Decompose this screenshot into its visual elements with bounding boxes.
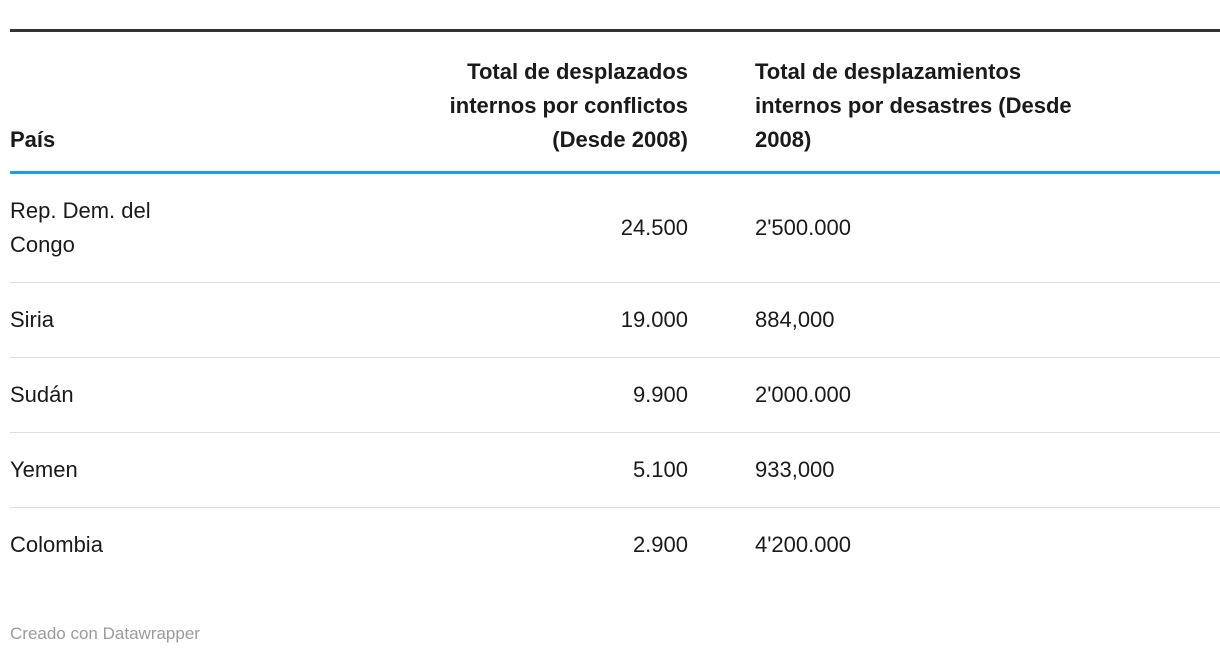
cell-country: Rep. Dem. del Congo <box>10 172 210 283</box>
cell-conflicts: 5.100 <box>210 432 688 508</box>
cell-conflicts: 2.900 <box>632 532 688 557</box>
cell-disasters: 884,000 <box>688 282 1220 358</box>
column-header-country: País <box>10 29 210 174</box>
displacement-table: País Total de desplazados internos por c… <box>10 29 1220 582</box>
cell-disasters: 2'500.000 <box>688 172 1220 283</box>
table-row: Colombia 2.900 4'200.000 <box>10 508 1220 583</box>
table-row: Yemen 5.100 933,000 <box>10 432 1220 508</box>
table-row: Sudán 9.900 2'000.000 <box>10 357 1220 433</box>
table-row: Rep. Dem. del Congo 24.500 2'500.000 <box>10 172 1220 283</box>
cell-disasters: 4'200.000 <box>755 532 851 557</box>
cell-conflicts: 19.000 <box>210 282 688 358</box>
cell-country: Siria <box>10 282 210 358</box>
table-row: Siria 19.000 884,000 <box>10 282 1220 358</box>
column-header-conflict-displacements: Total de desplazados internos por confli… <box>210 29 688 174</box>
cell-country: Sudán <box>10 357 210 433</box>
cell-disasters: 933,000 <box>688 432 1220 508</box>
datawrapper-credit: Creado con Datawrapper <box>10 624 200 643</box>
cell-country: Colombia <box>10 532 103 557</box>
cell-conflicts: 9.900 <box>210 357 688 433</box>
column-header-disaster-displacements: Total de desplazamientos internos por de… <box>688 29 1220 174</box>
cell-conflicts: 24.500 <box>210 172 688 283</box>
cell-country: Yemen <box>10 432 210 508</box>
cell-disasters: 2'000.000 <box>688 357 1220 433</box>
header-row: País Total de desplazados internos por c… <box>10 29 1220 174</box>
